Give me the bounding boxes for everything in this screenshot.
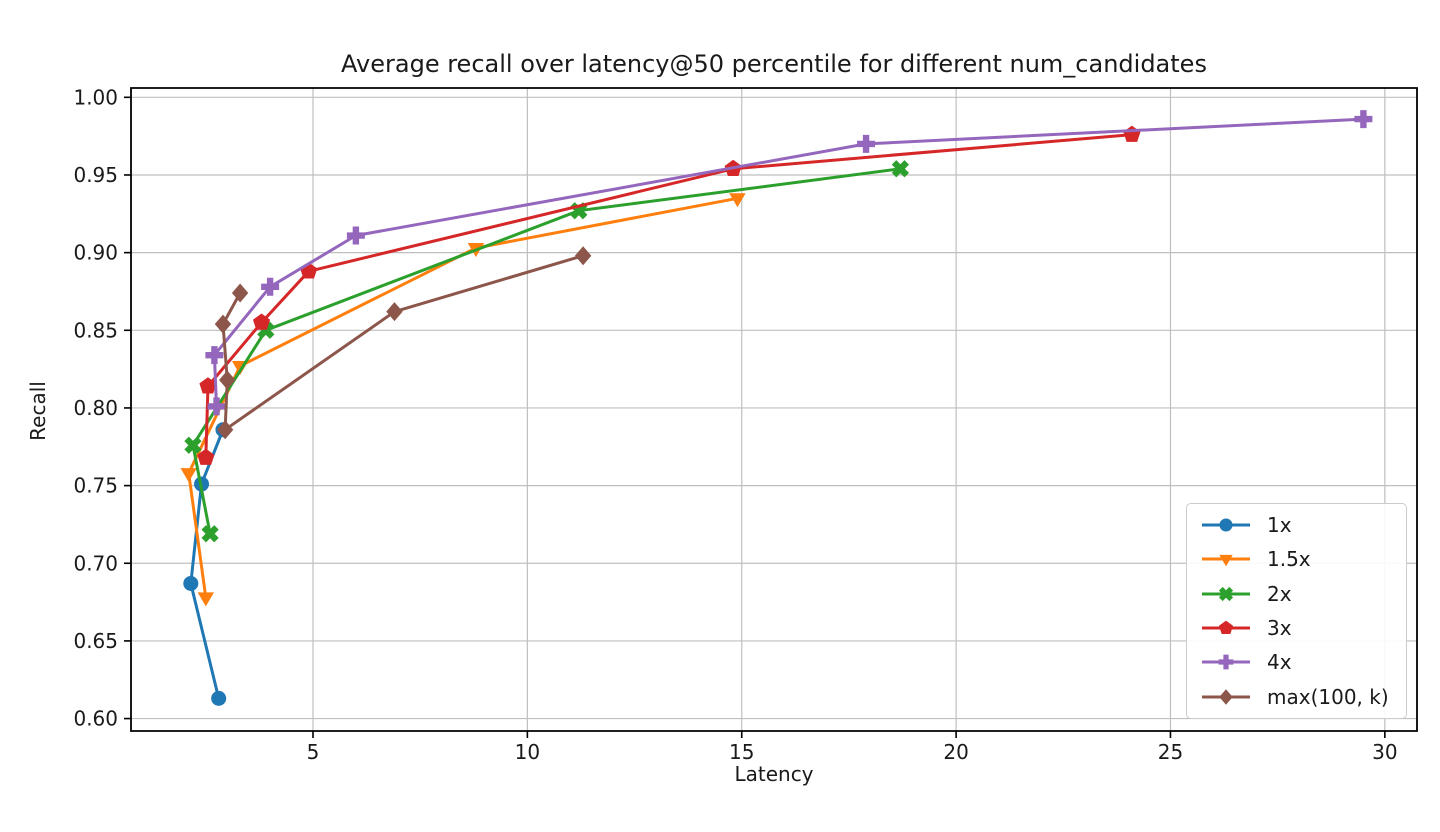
x-tick-label: 30 (1372, 740, 1397, 764)
legend-marker-icon (1202, 655, 1250, 670)
series-marker-plus (346, 226, 365, 245)
legend-item: 1x (1187, 509, 1406, 541)
x-tick-label: 15 (729, 740, 754, 764)
y-tick-label: 0.95 (73, 163, 118, 187)
series-marker-plus (261, 277, 280, 296)
series-line-2x (191, 167, 902, 536)
series-marker-pentagon (197, 448, 215, 465)
y-tick-label: 0.60 (73, 707, 118, 731)
legend-label: 1.5x (1267, 547, 1311, 572)
series-marker-plus (207, 397, 226, 416)
legend: 1x 1.5x 2x 3x 4x max(100, k) (1186, 503, 1407, 719)
series-marker-triangle-down (197, 592, 215, 607)
legend-label: 2x (1267, 581, 1292, 606)
series-marker-x-filled (201, 525, 219, 543)
series-line-4x (212, 117, 1365, 408)
legend-marker-icon (1202, 555, 1250, 567)
x-tick-label: 10 (515, 740, 540, 764)
series-marker-circle (183, 575, 199, 591)
legend-marker-icon (1202, 689, 1250, 705)
x-tick-label: 25 (1158, 740, 1183, 764)
series-marker-diamond (231, 283, 249, 303)
y-tick-label: 0.85 (73, 318, 118, 342)
legend-item: 3x (1187, 612, 1406, 644)
series-marker-plus (857, 134, 876, 153)
legend-marker-icon (1202, 586, 1250, 601)
legend-label: 3x (1267, 616, 1292, 641)
legend-marker-icon (1202, 518, 1250, 532)
legend-item: 2x (1187, 578, 1406, 610)
series-marker-pentagon (252, 313, 271, 330)
series-marker-pentagon (1123, 125, 1141, 142)
y-tick-label: 1.00 (73, 85, 118, 109)
series-marker-circle (211, 690, 227, 706)
legend-item: 1.5x (1187, 543, 1406, 575)
series-marker-x-filled (184, 436, 202, 454)
x-axis-label: Latency (734, 762, 814, 786)
legend-label: 1x (1267, 513, 1292, 538)
series-marker-x-filled (891, 160, 909, 178)
legend-marker-icon (1202, 620, 1250, 635)
series-marker-plus (205, 346, 224, 365)
y-tick-label: 0.65 (73, 629, 118, 653)
series-marker-triangle-down (729, 193, 746, 208)
legend-label: max(100, k) (1267, 684, 1389, 709)
legend-item: max(100, k) (1187, 681, 1406, 713)
y-tick-label: 0.80 (73, 396, 118, 420)
series-marker-diamond (386, 302, 403, 322)
y-tick-label: 0.75 (73, 474, 118, 498)
y-axis-label: Recall (26, 381, 50, 441)
x-tick-label: 5 (307, 740, 320, 764)
chart-title: Average recall over latency@50 percentil… (341, 50, 1207, 78)
series-marker-pentagon (199, 377, 217, 394)
series-line-3x (204, 133, 1134, 460)
series-marker-plus (1354, 110, 1373, 129)
x-tick-label: 20 (943, 740, 968, 764)
series-marker-diamond (574, 246, 592, 266)
legend-label: 4x (1267, 650, 1292, 675)
series-marker-triangle-down (180, 468, 197, 483)
series-marker-diamond (216, 420, 234, 440)
series-marker-diamond (219, 370, 236, 390)
legend-item: 4x (1187, 646, 1406, 678)
y-tick-label: 0.90 (73, 241, 118, 265)
y-tick-label: 0.70 (73, 551, 118, 575)
axes-spines (130, 87, 1418, 732)
